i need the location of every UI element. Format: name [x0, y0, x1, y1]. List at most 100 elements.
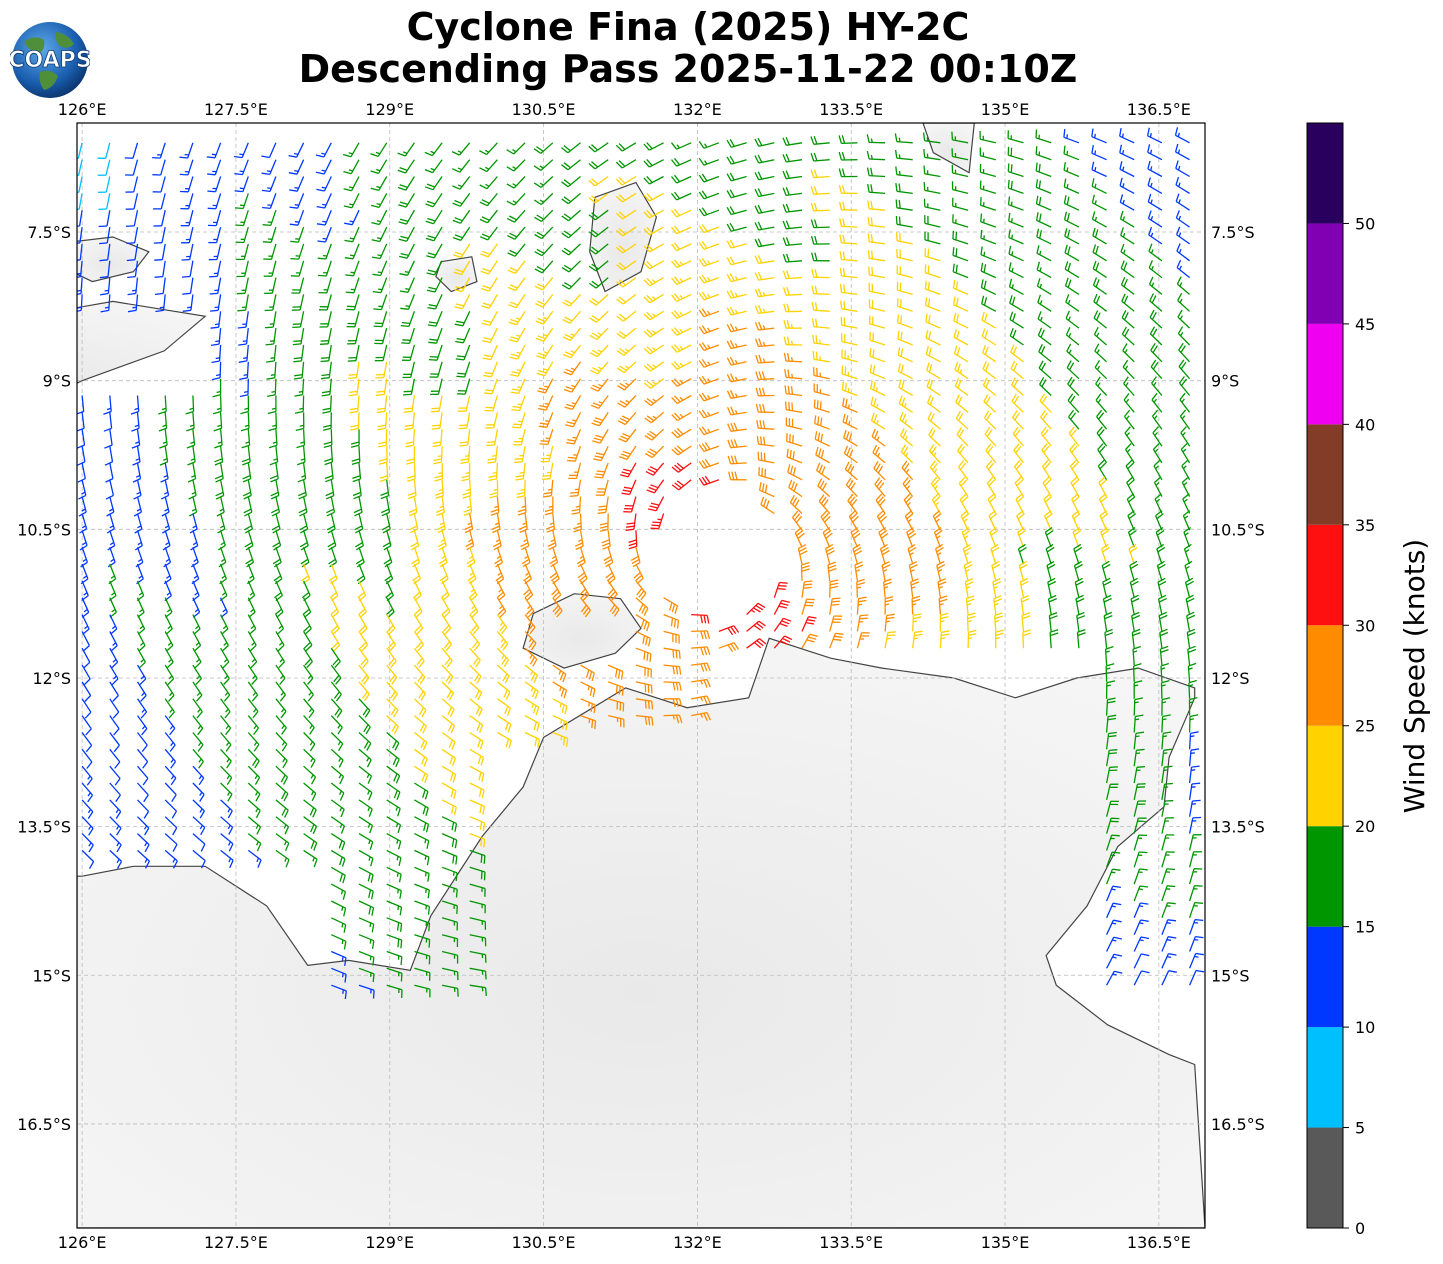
- wind-barb: [615, 175, 637, 186]
- wind-barb: [1064, 277, 1080, 295]
- wind-barb: [347, 327, 360, 345]
- wind-barb: [375, 361, 388, 379]
- wind-barb: [562, 327, 582, 342]
- wind-barb: [397, 176, 415, 191]
- wind-barb: [616, 260, 637, 271]
- colorbar-tick-label: 45: [1355, 315, 1375, 334]
- wind-barb: [643, 192, 664, 202]
- wind-barb: [951, 148, 969, 161]
- wind-barb: [343, 176, 360, 192]
- wind-barb: [924, 215, 941, 228]
- wind-barb: [810, 169, 830, 179]
- lon-tick-label-top: 130.5°E: [512, 100, 576, 119]
- wind-barb: [1038, 360, 1052, 380]
- wind-barb: [590, 361, 609, 375]
- wind-barb: [869, 331, 886, 346]
- wind-barb: [1147, 177, 1163, 194]
- wind-barb: [100, 294, 111, 313]
- land-layer: [77, 123, 1205, 1228]
- wind-barb: [479, 226, 498, 241]
- wind-barb: [811, 285, 830, 296]
- wind-barb: [1148, 226, 1163, 245]
- wind-barb: [344, 243, 360, 260]
- wind-barb: [370, 159, 388, 175]
- wind-barb: [698, 325, 720, 335]
- wind-barb: [511, 395, 526, 412]
- wind-barb: [152, 142, 166, 159]
- wind-barb: [210, 311, 222, 329]
- wind-barb: [589, 344, 609, 358]
- wind-barb: [426, 260, 443, 276]
- wind-barb: [236, 243, 249, 261]
- wind-barb: [563, 378, 582, 393]
- wind-barb: [754, 271, 775, 281]
- wind-barb: [754, 305, 775, 315]
- wind-barb: [77, 193, 83, 210]
- wind-barb: [754, 171, 775, 181]
- wind-barb: [838, 201, 858, 211]
- wind-barb: [124, 142, 139, 159]
- colorbar-bin: [1307, 1027, 1343, 1128]
- wind-barb: [782, 286, 803, 296]
- wind-barb: [343, 159, 360, 175]
- wind-barb: [811, 269, 830, 279]
- wind-barb: [561, 192, 581, 205]
- wind-barb: [371, 209, 388, 226]
- wind-barb: [615, 192, 637, 203]
- lon-tick-label-top: 133.5°E: [819, 100, 883, 119]
- wind-barb: [754, 321, 775, 331]
- wind-barb: [480, 277, 498, 292]
- wind-barb: [588, 260, 609, 272]
- wind-barb: [294, 378, 305, 397]
- wind-barb: [755, 354, 775, 364]
- wind-barb: [896, 265, 913, 279]
- wind-barb: [1147, 144, 1163, 161]
- wind-barb: [346, 294, 360, 311]
- wind-barb: [726, 340, 747, 350]
- wind-barb: [180, 210, 194, 227]
- wind-barb: [1149, 326, 1163, 346]
- wind-barb: [1010, 360, 1024, 380]
- wind-barb: [402, 361, 416, 379]
- wind-barb: [152, 159, 166, 176]
- wind-barb: [869, 364, 886, 380]
- wind-barb: [261, 176, 277, 193]
- wind-barb: [895, 232, 913, 245]
- title-line-2: Descending Pass 2025-11-22 00:10Z: [298, 47, 1078, 91]
- landmass-timor: [77, 300, 207, 384]
- landmass-tiwi-islands: [522, 593, 642, 669]
- wind-barb: [262, 226, 277, 243]
- wind-barb: [924, 297, 941, 312]
- wind-barb: [698, 375, 720, 385]
- wind-barb: [951, 164, 969, 178]
- colorbar-tick-label: 30: [1355, 616, 1375, 635]
- wind-barb: [1063, 145, 1080, 161]
- lon-tick-label-top: 135°E: [981, 100, 1030, 119]
- wind-barb: [509, 361, 526, 377]
- wind-barb: [782, 253, 803, 263]
- lon-tick-label-top: 126°E: [58, 100, 107, 119]
- wind-barb: [784, 369, 803, 380]
- wind-barb: [698, 141, 720, 149]
- lon-tick-label-bottom: 132°E: [673, 1233, 722, 1252]
- wind-barb: [810, 152, 830, 162]
- wind-barb: [210, 328, 222, 347]
- wind-barb: [372, 260, 388, 277]
- wind-barb: [291, 294, 305, 311]
- wind-barb: [726, 172, 747, 182]
- wind-barb: [207, 210, 222, 227]
- lat-tick-label-left: 12°S: [32, 669, 71, 688]
- wind-barb: [698, 291, 720, 301]
- wind-barb: [264, 294, 277, 312]
- wind-barb: [293, 361, 305, 380]
- wind-barb: [374, 327, 388, 345]
- wind-barb: [206, 142, 222, 159]
- wind-barb: [588, 159, 609, 170]
- colorbar-bin: [1307, 826, 1343, 927]
- colorbar-tick-label: 40: [1355, 415, 1375, 434]
- wind-barb: [401, 327, 416, 345]
- wind-barb: [782, 153, 803, 163]
- wind-barb: [265, 328, 277, 346]
- wind-barb: [506, 176, 526, 189]
- wind-barb: [670, 208, 692, 218]
